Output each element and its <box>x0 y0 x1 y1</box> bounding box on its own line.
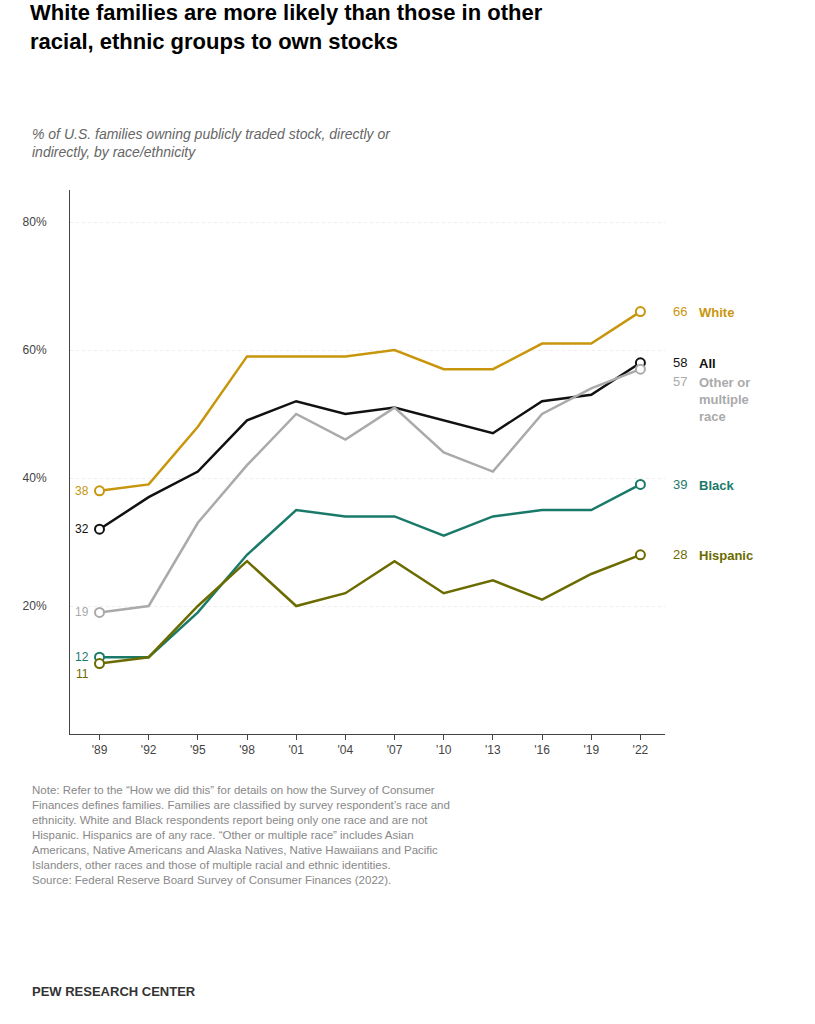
svg-text:58: 58 <box>673 355 687 370</box>
svg-text:PEW RESEARCH CENTER: PEW RESEARCH CENTER <box>32 984 196 999</box>
svg-text:'98: '98 <box>239 743 255 757</box>
svg-text:White: White <box>699 305 734 320</box>
svg-text:Other ormultiplerace: Other ormultiplerace <box>699 375 750 424</box>
svg-text:% of U.S. families owning publ: % of U.S. families owning publicly trade… <box>32 126 391 160</box>
svg-text:32: 32 <box>75 522 89 536</box>
svg-text:'16: '16 <box>534 743 550 757</box>
svg-text:Black: Black <box>699 478 734 493</box>
svg-text:60%: 60% <box>23 343 47 357</box>
svg-text:40%: 40% <box>23 471 47 485</box>
svg-text:11: 11 <box>76 667 89 681</box>
svg-text:66: 66 <box>673 304 687 319</box>
svg-text:'22: '22 <box>633 743 649 757</box>
svg-text:'07: '07 <box>387 743 403 757</box>
svg-text:'01: '01 <box>288 743 304 757</box>
svg-text:'92: '92 <box>141 743 157 757</box>
svg-text:28: 28 <box>673 547 687 562</box>
svg-text:White families are more likely: White families are more likely than thos… <box>30 0 543 54</box>
svg-text:'89: '89 <box>92 743 108 757</box>
svg-text:'04: '04 <box>338 743 354 757</box>
svg-text:38: 38 <box>75 484 89 498</box>
svg-text:19: 19 <box>75 605 89 619</box>
svg-text:All: All <box>699 356 716 371</box>
svg-text:20%: 20% <box>23 599 47 613</box>
svg-text:'10: '10 <box>436 743 452 757</box>
svg-text:'19: '19 <box>583 743 599 757</box>
svg-text:39: 39 <box>673 477 687 492</box>
svg-text:Note: Refer to the “How we did: Note: Refer to the “How we did this” for… <box>32 784 450 886</box>
svg-text:80%: 80% <box>23 215 47 229</box>
svg-text:'13: '13 <box>485 743 501 757</box>
svg-text:'95: '95 <box>190 743 206 757</box>
svg-text:57: 57 <box>673 374 687 389</box>
svg-text:12: 12 <box>75 650 89 664</box>
svg-text:Hispanic: Hispanic <box>699 548 753 563</box>
